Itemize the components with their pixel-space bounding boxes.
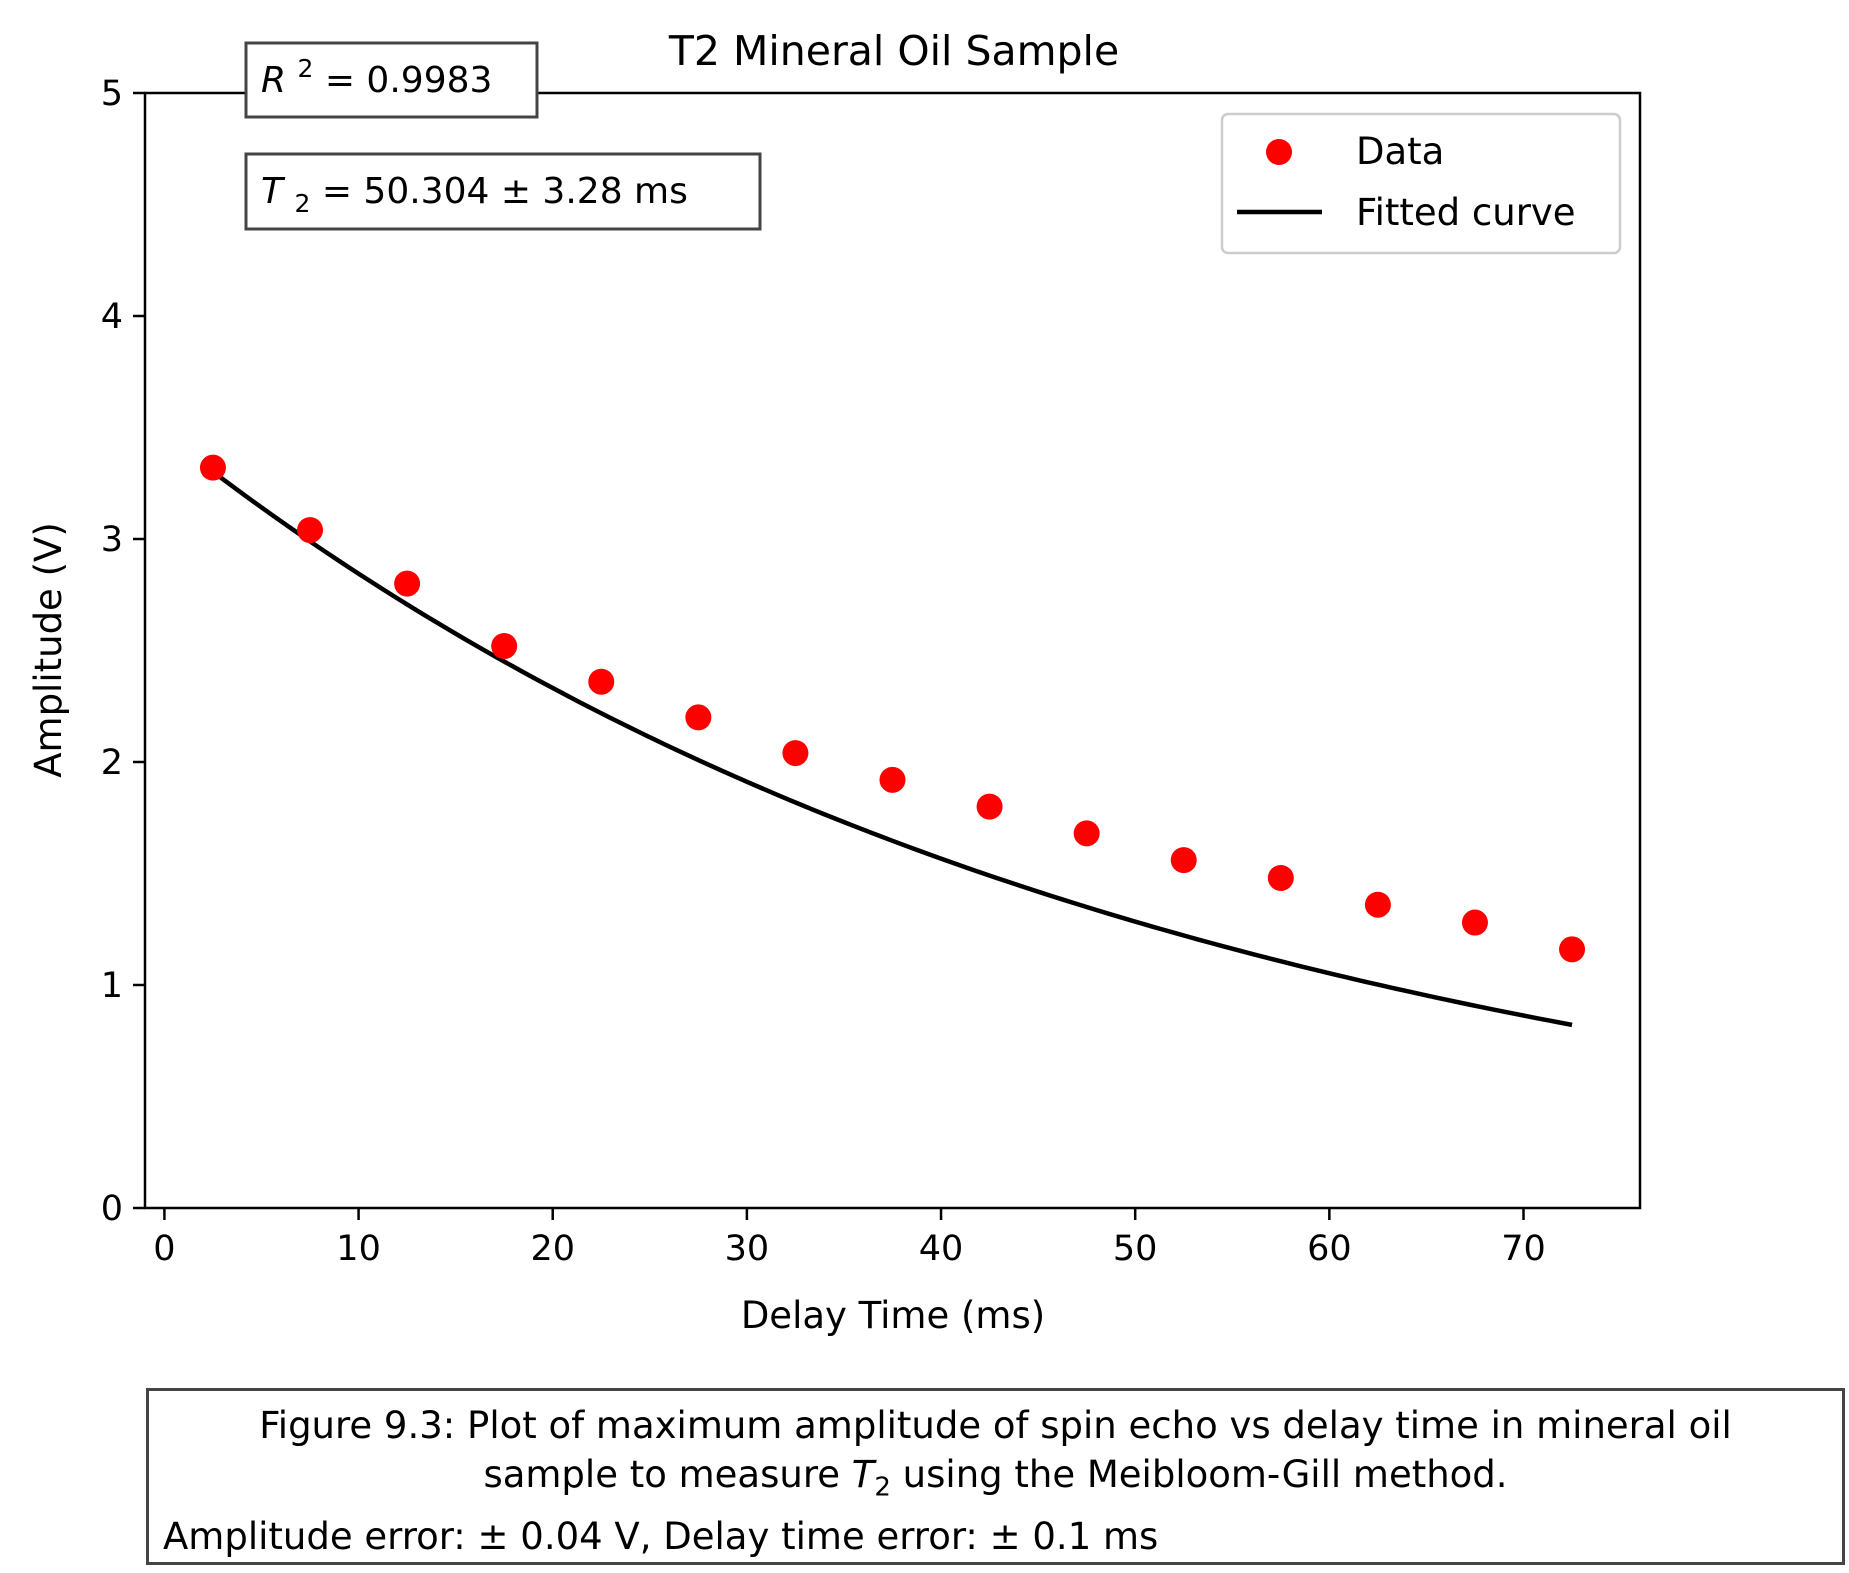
- svg-text:R 2 = 0.9983: R 2 = 0.9983: [261, 45, 492, 101]
- plot-area: 0 10 20 30 40 50 60 70 0 1 2 3 4 5: [101, 74, 1642, 1269]
- svg-text:T 2 = 50.304 ± 3.: T 2 = 50.304 ± 3.28 ms: [261, 171, 688, 221]
- legend: Data Fitted curve: [1220, 112, 1622, 255]
- data-point: [588, 668, 615, 695]
- data-point: [879, 766, 906, 793]
- t2-symbol: T: [261, 171, 286, 212]
- plot-frame: [143, 91, 1642, 1210]
- x-tick-label: 40: [919, 1229, 964, 1269]
- x-tick-label: 60: [1307, 1229, 1352, 1269]
- legend-fit-label: Fitted curve: [1356, 191, 1576, 234]
- r-squared-annotation: R 2 = 0.9983: [244, 41, 539, 119]
- y-tick-label: 3: [101, 520, 123, 560]
- legend-data-label: Data: [1356, 130, 1444, 173]
- x-tick-label: 20: [530, 1229, 575, 1269]
- y-tick-label: 0: [101, 1189, 123, 1229]
- y-tick-label: 2: [101, 743, 123, 783]
- caption-t2-symbol: T: [851, 1453, 875, 1496]
- caption-t2-subscript: 2: [874, 1472, 891, 1503]
- x-tick-label: 30: [725, 1229, 770, 1269]
- x-tick-label: 70: [1501, 1229, 1546, 1269]
- caption-line-1: Figure 9.3: Plot of maximum amplitude of…: [259, 1404, 1732, 1447]
- data-point: [394, 570, 421, 597]
- data-point: [685, 704, 712, 731]
- data-point: [1170, 847, 1197, 874]
- data-point: [1073, 820, 1100, 847]
- figure-caption: Figure 9.3: Plot of maximum amplitude of…: [146, 1388, 1845, 1565]
- data-points: [199, 454, 1586, 963]
- t2-value: = 50.304 ± 3.28 ms: [322, 171, 688, 212]
- r-squared-value: = 0.9983: [325, 60, 493, 101]
- data-point: [491, 633, 518, 660]
- t2-subscript: 2: [294, 189, 310, 218]
- data-point: [297, 517, 324, 544]
- chart-title: T2 Mineral Oil Sample: [668, 27, 1119, 75]
- y-tick-label: 5: [101, 74, 123, 114]
- data-point: [976, 793, 1003, 820]
- t2-annotation: T 2 = 50.304 ± 3.28 ms: [244, 152, 762, 231]
- data-point: [1267, 864, 1294, 891]
- r-squared-superscript: 2: [297, 54, 313, 83]
- legend-data-marker: [1266, 139, 1292, 165]
- fitted-curve-line: [211, 469, 1573, 1028]
- caption-line-2: sample to measure T2 using the Meibloom-…: [163, 1450, 1828, 1512]
- caption-line-2-before: sample to measure: [483, 1453, 852, 1496]
- y-tick-label: 1: [101, 966, 123, 1006]
- caption-line-2-after: using the Meibloom-Gill method.: [890, 1453, 1508, 1496]
- x-axis-ticks: 0 10 20 30 40 50 60 70: [153, 1208, 1546, 1269]
- data-point: [1364, 891, 1391, 918]
- y-axis-label: Amplitude (V): [27, 522, 70, 778]
- x-axis-label: Delay Time (ms): [741, 1294, 1045, 1337]
- x-tick-label: 10: [336, 1229, 381, 1269]
- caption-line-3: Amplitude error: ± 0.04 V, Delay time er…: [163, 1515, 1159, 1559]
- r-squared-symbol: R: [261, 60, 286, 101]
- x-tick-label: 50: [1113, 1229, 1158, 1269]
- t2-decay-chart: T2 Mineral Oil Sample 0 10 20 30 40 50 60 70 0 1…: [27, 27, 1642, 1337]
- y-axis-ticks: 0 1 2 3 4 5: [101, 74, 145, 1229]
- data-point: [1559, 936, 1586, 963]
- x-tick-label: 0: [153, 1229, 175, 1269]
- data-point: [782, 740, 809, 767]
- y-tick-label: 4: [101, 297, 123, 337]
- data-point: [1461, 909, 1488, 936]
- data-point: [199, 454, 226, 481]
